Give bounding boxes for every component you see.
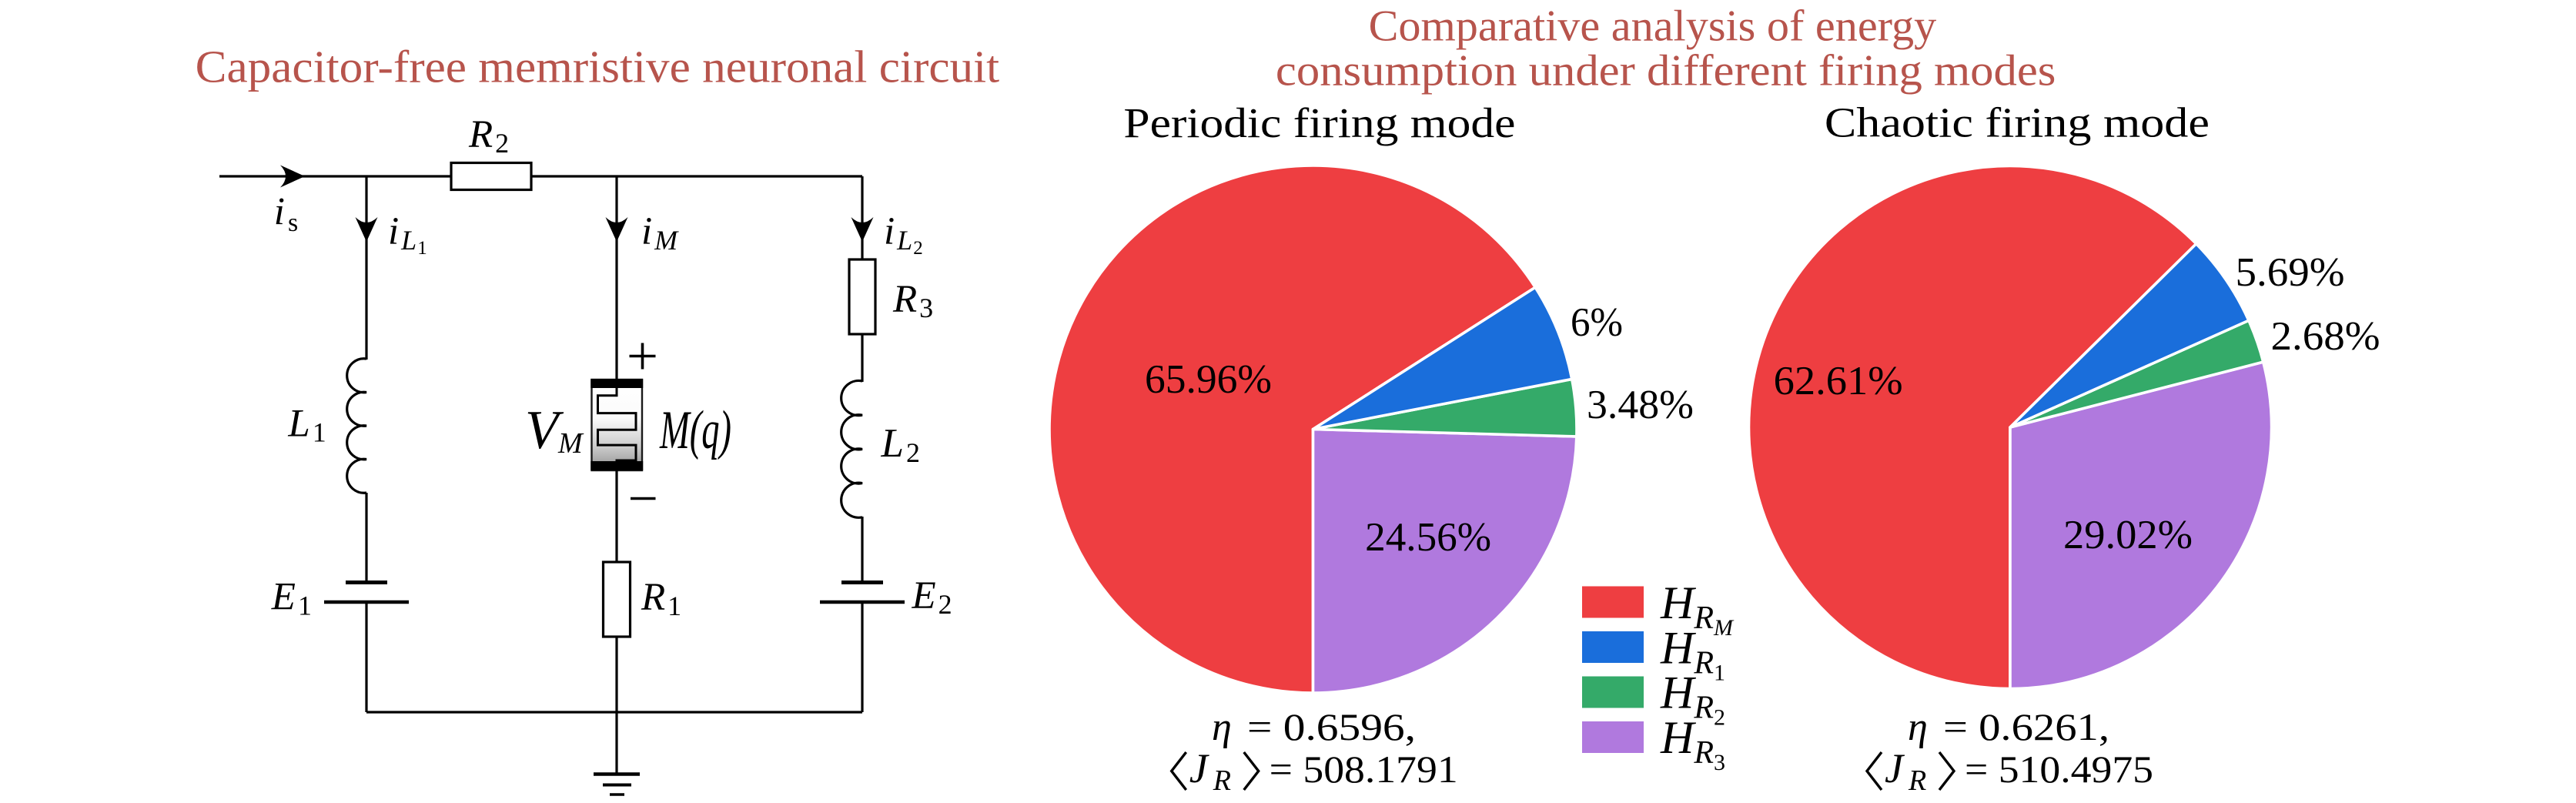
svg-text:= 508.1791: = 508.1791 [1270, 748, 1458, 791]
svg-text:R: R [1908, 765, 1926, 797]
svg-text:Periodic firing mode: Periodic firing mode [1123, 99, 1515, 146]
svg-text:5.69%: 5.69% [2236, 250, 2345, 295]
svg-text:consumption under different fi: consumption under different firing modes [1276, 47, 2056, 95]
svg-text:V: V [525, 400, 564, 460]
svg-text:2.68%: 2.68% [2271, 314, 2380, 359]
svg-text:s: s [288, 209, 298, 237]
svg-text:Chaotic firing mode: Chaotic firing mode [1825, 99, 2210, 146]
svg-text:3.48%: 3.48% [1587, 383, 1694, 427]
svg-text:L1: L1 [287, 403, 326, 448]
svg-text:i: i [274, 191, 285, 234]
svg-text:= 0.6261,: = 0.6261, [1943, 705, 2109, 748]
svg-text:J: J [1885, 745, 1905, 791]
svg-text:R3: R3 [892, 278, 933, 323]
svg-text:24.56%: 24.56% [1365, 515, 1491, 560]
svg-text:Comparative analysis of energy: Comparative analysis of energy [1369, 2, 1937, 50]
svg-text:62.61%: 62.61% [1774, 359, 1903, 403]
svg-text:M(q): M(q) [659, 400, 731, 460]
svg-text:R: R [1213, 765, 1231, 797]
svg-text:Capacitor-free memristive neur: Capacitor-free memristive neuronal circu… [196, 42, 1000, 92]
svg-text:= 0.6596,: = 0.6596, [1247, 705, 1416, 748]
svg-text:29.02%: 29.02% [2063, 513, 2193, 557]
svg-text:η: η [1212, 705, 1232, 749]
svg-text:J: J [1189, 745, 1210, 791]
svg-text:E2: E2 [912, 574, 952, 620]
svg-text:65.96%: 65.96% [1145, 357, 1272, 402]
svg-text:η: η [1908, 705, 1928, 749]
svg-text:M: M [557, 427, 584, 460]
svg-text:= 510.4975: = 510.4975 [1965, 748, 2153, 791]
svg-text:6%: 6% [1571, 300, 1623, 345]
svg-text:R1: R1 [641, 576, 681, 621]
